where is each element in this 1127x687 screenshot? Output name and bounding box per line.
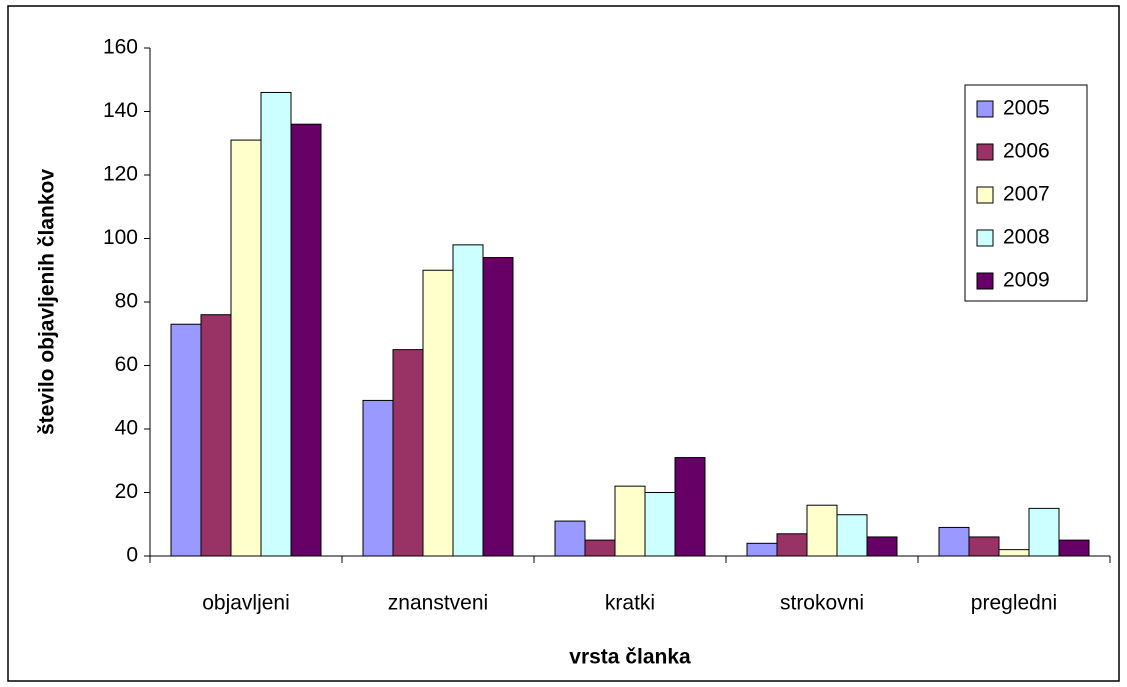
y-tick-label: 40	[115, 417, 138, 440]
y-tick-label: 120	[103, 163, 138, 186]
bar	[746, 542, 778, 557]
y-tick-label: 20	[115, 480, 138, 503]
bar	[806, 504, 838, 557]
legend-swatch	[976, 229, 994, 247]
y-tick-label: 100	[103, 226, 138, 249]
bar	[968, 536, 1000, 557]
y-tick-label: 60	[115, 353, 138, 376]
x-axis-title: vrsta članka	[569, 646, 691, 669]
legend-swatch	[976, 143, 994, 161]
bar	[200, 314, 232, 557]
bar	[290, 123, 322, 557]
bar	[614, 485, 646, 557]
bar	[938, 526, 970, 557]
bar	[362, 399, 394, 557]
y-tick-label: 0	[126, 544, 138, 567]
bar	[1028, 507, 1060, 557]
x-tick-label: kratki	[605, 592, 655, 615]
bar	[836, 514, 868, 557]
bar	[422, 269, 454, 557]
legend-label: 2009	[1003, 269, 1050, 292]
bar	[644, 492, 676, 557]
x-tick-label: strokovni	[780, 592, 864, 615]
bar	[230, 139, 262, 557]
bar	[776, 533, 808, 557]
bar	[674, 457, 706, 557]
bar	[998, 549, 1030, 557]
legend-label: 2006	[1003, 140, 1050, 163]
bar	[392, 349, 424, 557]
legend-label: 2008	[1003, 226, 1050, 249]
bar	[584, 539, 616, 557]
x-tick-label: znanstveni	[388, 592, 488, 615]
bar	[260, 91, 292, 557]
legend-swatch	[976, 186, 994, 204]
y-axis-title: število objavljenih člankov	[36, 169, 59, 435]
legend-swatch	[976, 272, 994, 290]
legend-label: 2007	[1003, 183, 1050, 206]
y-tick-label: 160	[103, 36, 138, 59]
bar	[866, 536, 898, 557]
y-tick-label: 140	[103, 99, 138, 122]
y-tick-label: 80	[115, 290, 138, 313]
bar	[554, 520, 586, 557]
legend-label: 2005	[1003, 97, 1050, 120]
bar	[452, 244, 484, 557]
x-tick-label: objavljeni	[202, 592, 290, 615]
x-tick-label: pregledni	[971, 592, 1057, 615]
bar	[1058, 539, 1090, 557]
bar	[170, 323, 202, 557]
legend-swatch	[976, 100, 994, 118]
bar	[482, 257, 514, 557]
